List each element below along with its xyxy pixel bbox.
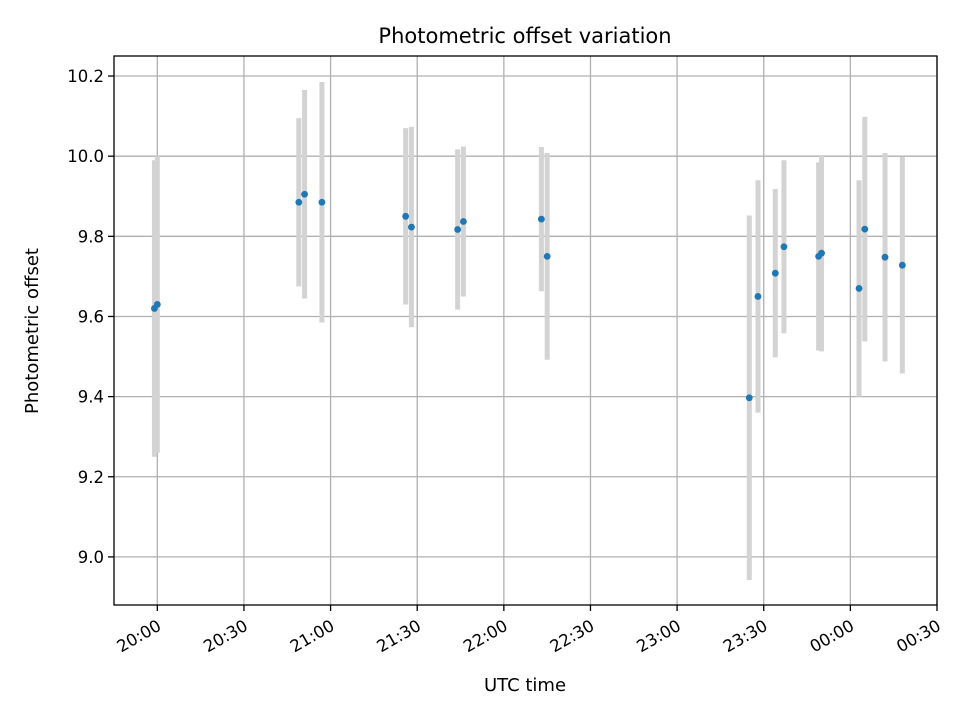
y-axis-title: Photometric offset: [22, 248, 43, 414]
data-point: [855, 285, 863, 292]
y-tick-label: 9.0: [78, 548, 104, 567]
data-point: [861, 225, 869, 233]
data-point: [318, 198, 326, 206]
data-point: [460, 218, 467, 225]
marker-layer: [151, 190, 906, 402]
data-point: [301, 190, 308, 198]
data-point: [881, 253, 889, 261]
y-tick-label: 9.4: [78, 388, 104, 407]
y-tick-label: 9.6: [78, 307, 104, 326]
data-point: [295, 198, 303, 206]
y-tick-label: 10.0: [67, 147, 104, 166]
data-point: [780, 243, 788, 251]
plot-area-frame: [113, 55, 938, 606]
data-point: [898, 261, 906, 269]
data-point: [754, 293, 762, 300]
data-point: [771, 269, 779, 277]
data-point: [745, 394, 753, 402]
chart-title: Photometric offset variation: [378, 24, 671, 48]
y-tick-label: 9.8: [78, 227, 104, 246]
data-point: [153, 301, 161, 308]
data-point: [408, 223, 415, 231]
data-point: [543, 252, 551, 260]
data-point: [402, 212, 410, 220]
data-point: [818, 249, 825, 257]
y-tick-label: 10.2: [67, 67, 104, 86]
data-point: [537, 215, 545, 223]
grid-layer: [114, 56, 938, 605]
data-point: [454, 226, 462, 233]
y-tick-label: 9.2: [78, 468, 104, 487]
x-axis-title: UTC time: [484, 675, 566, 696]
